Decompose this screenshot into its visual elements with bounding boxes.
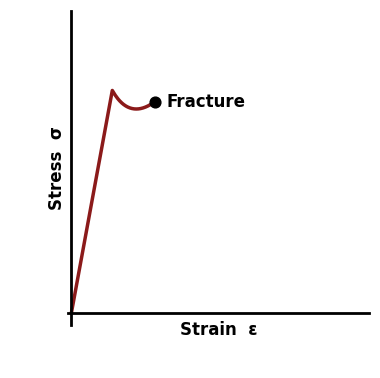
Point [152,99,158,105]
Y-axis label: Stress  σ: Stress σ [48,126,66,210]
X-axis label: Strain  ε: Strain ε [180,321,257,339]
Text: Fracture: Fracture [166,93,245,111]
